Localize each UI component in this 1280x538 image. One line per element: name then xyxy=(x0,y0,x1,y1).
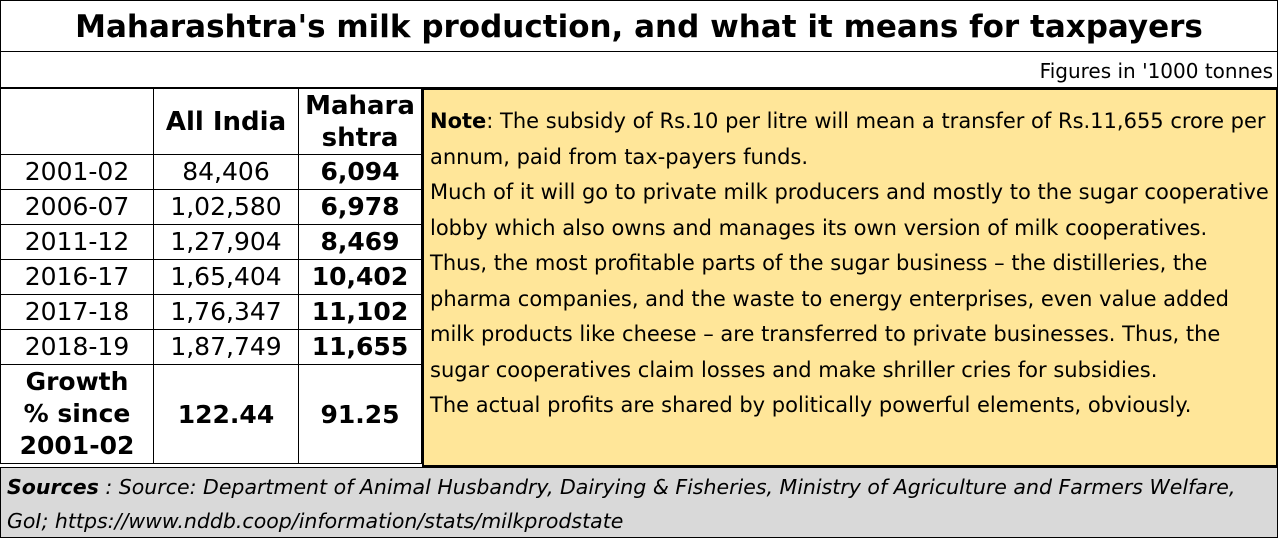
sources-text: : Source: Department of Animal Husbandry… xyxy=(7,475,1236,533)
growth-label-line: Growth xyxy=(25,367,129,396)
table-row: 2001-02 84,406 6,094 xyxy=(0,154,422,190)
table-row: 2016-17 1,65,404 10,402 xyxy=(0,259,422,295)
growth-label-line: 2001-02 xyxy=(19,431,135,460)
header-year xyxy=(0,88,154,155)
table-row: 2006-07 1,02,580 6,978 xyxy=(0,189,422,225)
maharashtra-cell: 8,469 xyxy=(298,224,422,260)
growth-label: Growth % since 2001-02 xyxy=(0,364,154,464)
maharashtra-cell: 11,655 xyxy=(298,329,422,365)
all-india-cell: 1,27,904 xyxy=(153,224,299,260)
year-cell: 2018-19 xyxy=(0,329,154,365)
all-india-cell: 1,02,580 xyxy=(153,189,299,225)
all-india-cell: 84,406 xyxy=(153,154,299,190)
note-box: Note: The subsidy of Rs.10 per litre wil… xyxy=(422,88,1278,467)
maharashtra-cell: 11,102 xyxy=(298,294,422,330)
note-paragraph-1: Note: The subsidy of Rs.10 per litre wil… xyxy=(430,104,1270,175)
year-cell: 2006-07 xyxy=(0,189,154,225)
all-india-cell: 1,87,749 xyxy=(153,329,299,365)
note-paragraph-4: The actual profits are shared by politic… xyxy=(430,393,1192,417)
growth-label-line: % since xyxy=(23,399,131,428)
maharashtra-cell: 6,094 xyxy=(298,154,422,190)
table-row: 2017-18 1,76,347 11,102 xyxy=(0,294,422,330)
table-row: 2018-19 1,87,749 11,655 xyxy=(0,329,422,365)
table-header-row: All India Mahara shtra xyxy=(0,88,422,155)
sources-footer: Sources : Source: Department of Animal H… xyxy=(0,467,1278,538)
maharashtra-cell: 10,402 xyxy=(298,259,422,295)
table-row: 2011-12 1,27,904 8,469 xyxy=(0,224,422,260)
note-label: Note xyxy=(430,109,487,133)
year-cell: 2001-02 xyxy=(0,154,154,190)
production-table: All India Mahara shtra 2001-02 84,406 6,09… xyxy=(0,88,422,464)
note-paragraph-2: Much of it will go to private milk produ… xyxy=(430,180,1269,240)
chart-title: Maharashtra's milk production, and what … xyxy=(0,0,1278,52)
sources-label: Sources xyxy=(7,475,99,499)
all-india-cell: 1,65,404 xyxy=(153,259,299,295)
header-maharashtra: Mahara shtra xyxy=(298,88,422,155)
header-all-india: All India xyxy=(153,88,299,155)
growth-row: Growth % since 2001-02 122.44 91.25 xyxy=(0,364,422,464)
note-text-1: : The subsidy of Rs.10 per litre will me… xyxy=(430,109,1266,169)
note-paragraph-3: Thus, the most profitable parts of the s… xyxy=(430,251,1229,382)
maharashtra-cell: 6,978 xyxy=(298,189,422,225)
growth-maharashtra: 91.25 xyxy=(298,364,422,464)
growth-all-india: 122.44 xyxy=(153,364,299,464)
year-cell: 2011-12 xyxy=(0,224,154,260)
all-india-cell: 1,76,347 xyxy=(153,294,299,330)
units-label: Figures in '1000 tonnes xyxy=(0,52,1278,88)
year-cell: 2016-17 xyxy=(0,259,154,295)
year-cell: 2017-18 xyxy=(0,294,154,330)
